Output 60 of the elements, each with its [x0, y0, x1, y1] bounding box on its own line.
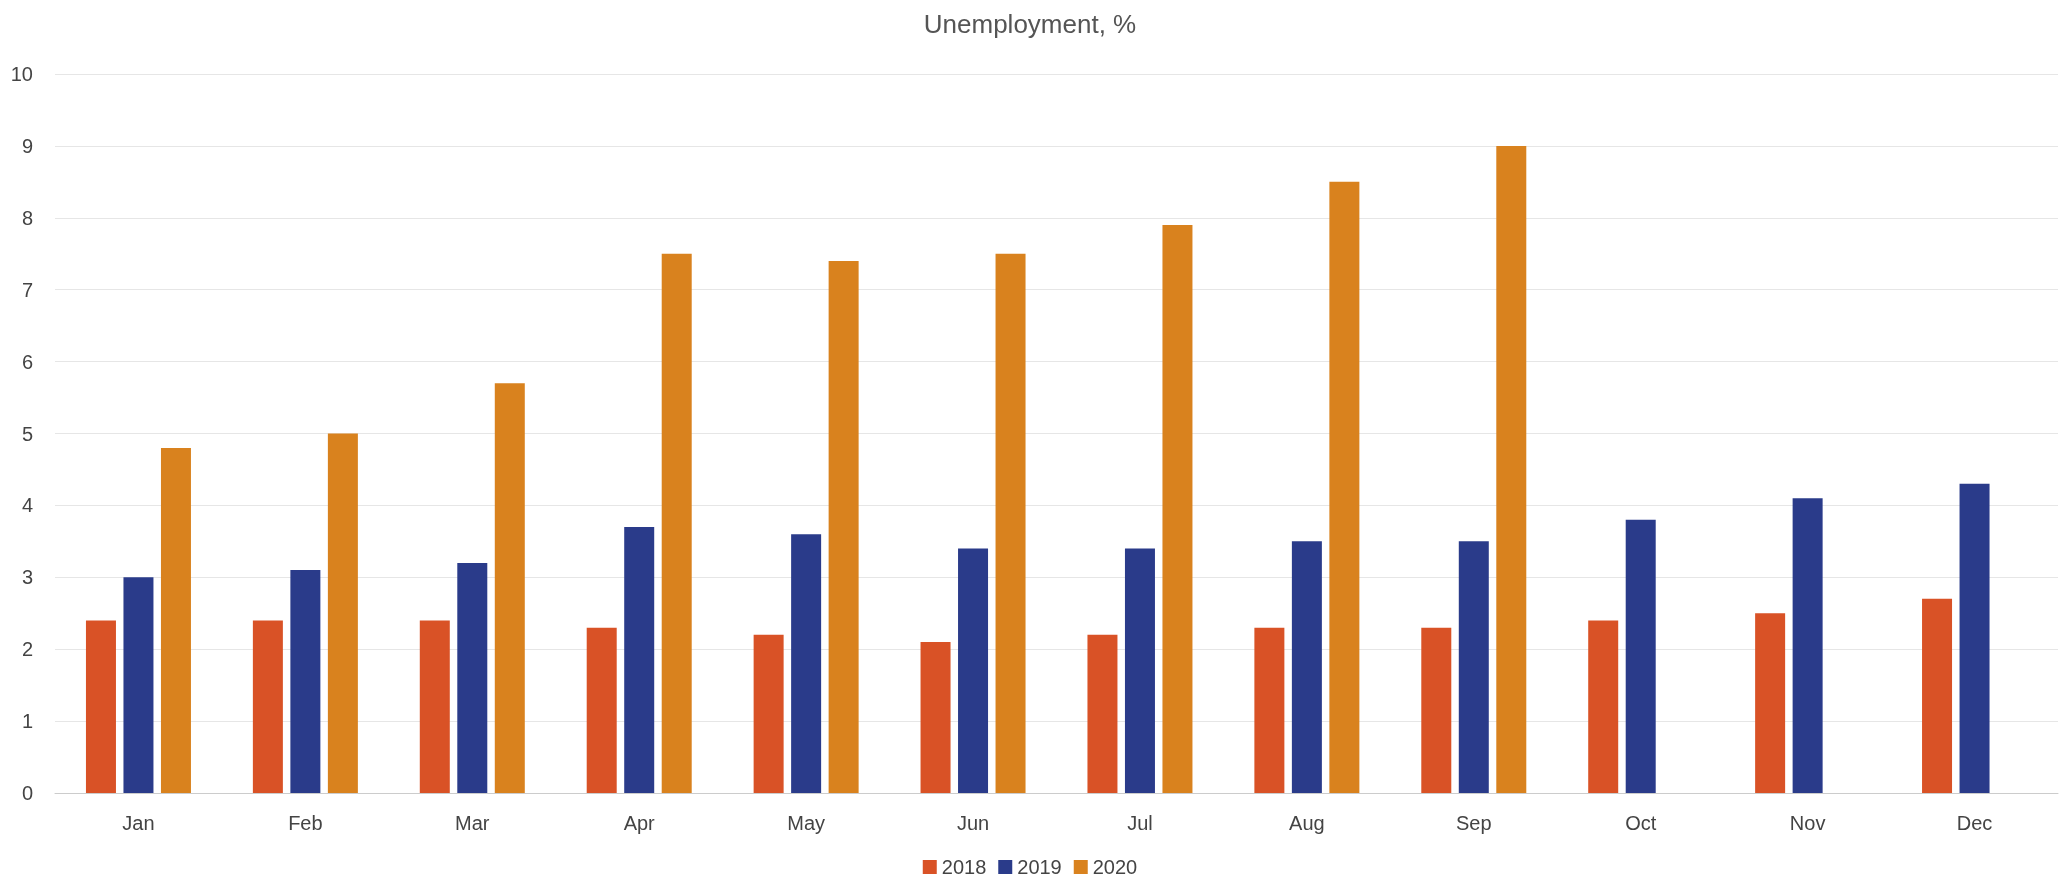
x-tick-label: Feb — [288, 812, 323, 834]
x-tick-label: May — [787, 812, 826, 834]
y-tick-label: 3 — [21, 566, 33, 589]
bar — [1162, 224, 1193, 793]
bar — [327, 433, 358, 793]
x-tick-label: Oct — [1625, 812, 1657, 834]
bar — [1458, 541, 1489, 793]
y-tick-label: 10 — [10, 63, 33, 85]
bar — [1421, 627, 1452, 793]
bar — [494, 383, 525, 793]
y-tick-label: 0 — [21, 782, 33, 804]
bar — [1124, 548, 1155, 793]
x-tick-label: Sep — [1455, 812, 1492, 834]
bar — [624, 526, 655, 793]
y-tick-label: 9 — [21, 134, 33, 157]
x-tick-label: Apr — [623, 812, 656, 834]
y-tick-label: 7 — [21, 278, 33, 301]
bar — [85, 620, 116, 793]
bar — [1792, 498, 1823, 793]
bar — [661, 253, 692, 793]
bar — [1329, 181, 1360, 793]
x-tick-label: Dec — [1956, 812, 1993, 834]
bar — [1588, 620, 1619, 793]
bar — [1959, 483, 1990, 793]
bar — [791, 534, 822, 793]
x-tick-label: Mar — [455, 812, 490, 834]
y-tick-label: 2 — [21, 638, 33, 661]
bar — [920, 642, 951, 793]
legend-label: 2019 — [1017, 856, 1062, 878]
y-tick-label: 4 — [21, 494, 33, 517]
x-tick-label: Aug — [1289, 812, 1325, 834]
legend-label: 2018 — [941, 856, 987, 878]
bar — [1087, 634, 1118, 793]
y-tick-label: 6 — [21, 350, 33, 373]
bar — [1625, 519, 1656, 793]
bar — [290, 570, 321, 793]
y-tick-label: 5 — [21, 422, 33, 445]
x-tick-label: Jun — [956, 812, 990, 834]
bar — [586, 627, 617, 793]
bar — [252, 620, 283, 793]
y-tick-label: 1 — [21, 710, 33, 733]
legend-label: 2020 — [1092, 856, 1138, 878]
x-tick-label: Jul — [1127, 812, 1153, 834]
x-tick-label: Jan — [122, 812, 155, 834]
bar — [828, 260, 859, 793]
x-tick-label: Nov — [1789, 812, 1826, 834]
bar — [457, 562, 488, 793]
bar — [419, 620, 450, 793]
bar — [123, 577, 154, 793]
bar — [1496, 145, 1527, 793]
bar — [958, 548, 989, 793]
bar — [1922, 598, 1953, 793]
y-tick-label: 8 — [21, 206, 33, 229]
bar — [1254, 627, 1285, 793]
bar — [995, 253, 1026, 793]
bar — [753, 634, 784, 793]
chart-title: Unemployment, % — [923, 9, 1137, 39]
bar — [160, 447, 191, 793]
bar — [1291, 541, 1322, 793]
bar — [1755, 613, 1786, 793]
